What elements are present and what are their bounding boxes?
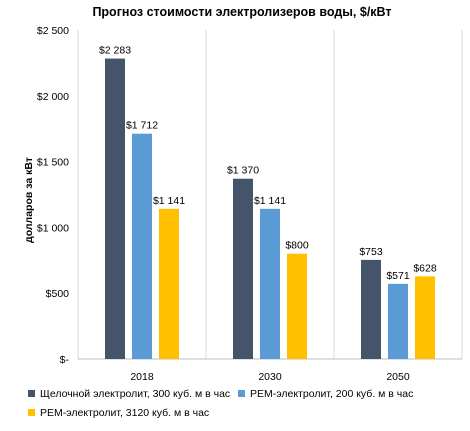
plot-area: $- $500 $1 000 $1 500 $2 000 $2 500 $2 283 $1 7…: [37, 25, 463, 383]
x-tick-label: 2018: [130, 371, 154, 383]
y-tick-label: $1 500: [37, 157, 69, 169]
legend-swatch: [28, 409, 35, 416]
y-tick-label: $-: [60, 354, 70, 366]
data-label: $2 283: [99, 45, 131, 57]
legend: Щелочной электролит, 300 куб. м в час PEM…: [28, 388, 413, 419]
bar: [159, 208, 179, 359]
y-tick-label: $1 000: [37, 222, 69, 234]
y-tick-label: $500: [46, 288, 70, 300]
legend-swatch: [28, 390, 35, 397]
bar: [287, 253, 307, 359]
legend-label: PEM-электролит, 3120 куб. м в час: [40, 407, 209, 419]
data-label: $800: [285, 240, 309, 252]
bar: [132, 133, 152, 359]
legend-swatch: [238, 390, 245, 397]
x-tick-label: 2050: [386, 371, 410, 383]
y-tick-label: $2 500: [37, 25, 69, 37]
data-label: $628: [413, 262, 437, 274]
y-tick-label: $2 000: [37, 91, 69, 103]
bar: [260, 208, 280, 359]
data-label: $571: [386, 270, 410, 282]
data-label: $1 370: [227, 165, 259, 177]
x-tick-label: 2030: [258, 371, 282, 383]
data-label: $1 712: [126, 120, 158, 132]
bar: [361, 259, 381, 359]
bar: [388, 283, 408, 359]
bar: [415, 276, 435, 359]
legend-label: Щелочной электролит, 300 куб. м в час: [40, 388, 230, 400]
y-axis-label: долларов за кВт: [23, 157, 35, 243]
bar: [233, 178, 253, 359]
data-label: $1 141: [254, 195, 286, 207]
data-label: $1 141: [153, 195, 185, 207]
bar: [105, 58, 125, 360]
legend-label: PEM-электролит, 200 куб. м в час: [250, 388, 413, 400]
data-label: $753: [359, 246, 383, 258]
chart-title: Прогноз стоимости электролизеров воды, $…: [92, 5, 391, 19]
